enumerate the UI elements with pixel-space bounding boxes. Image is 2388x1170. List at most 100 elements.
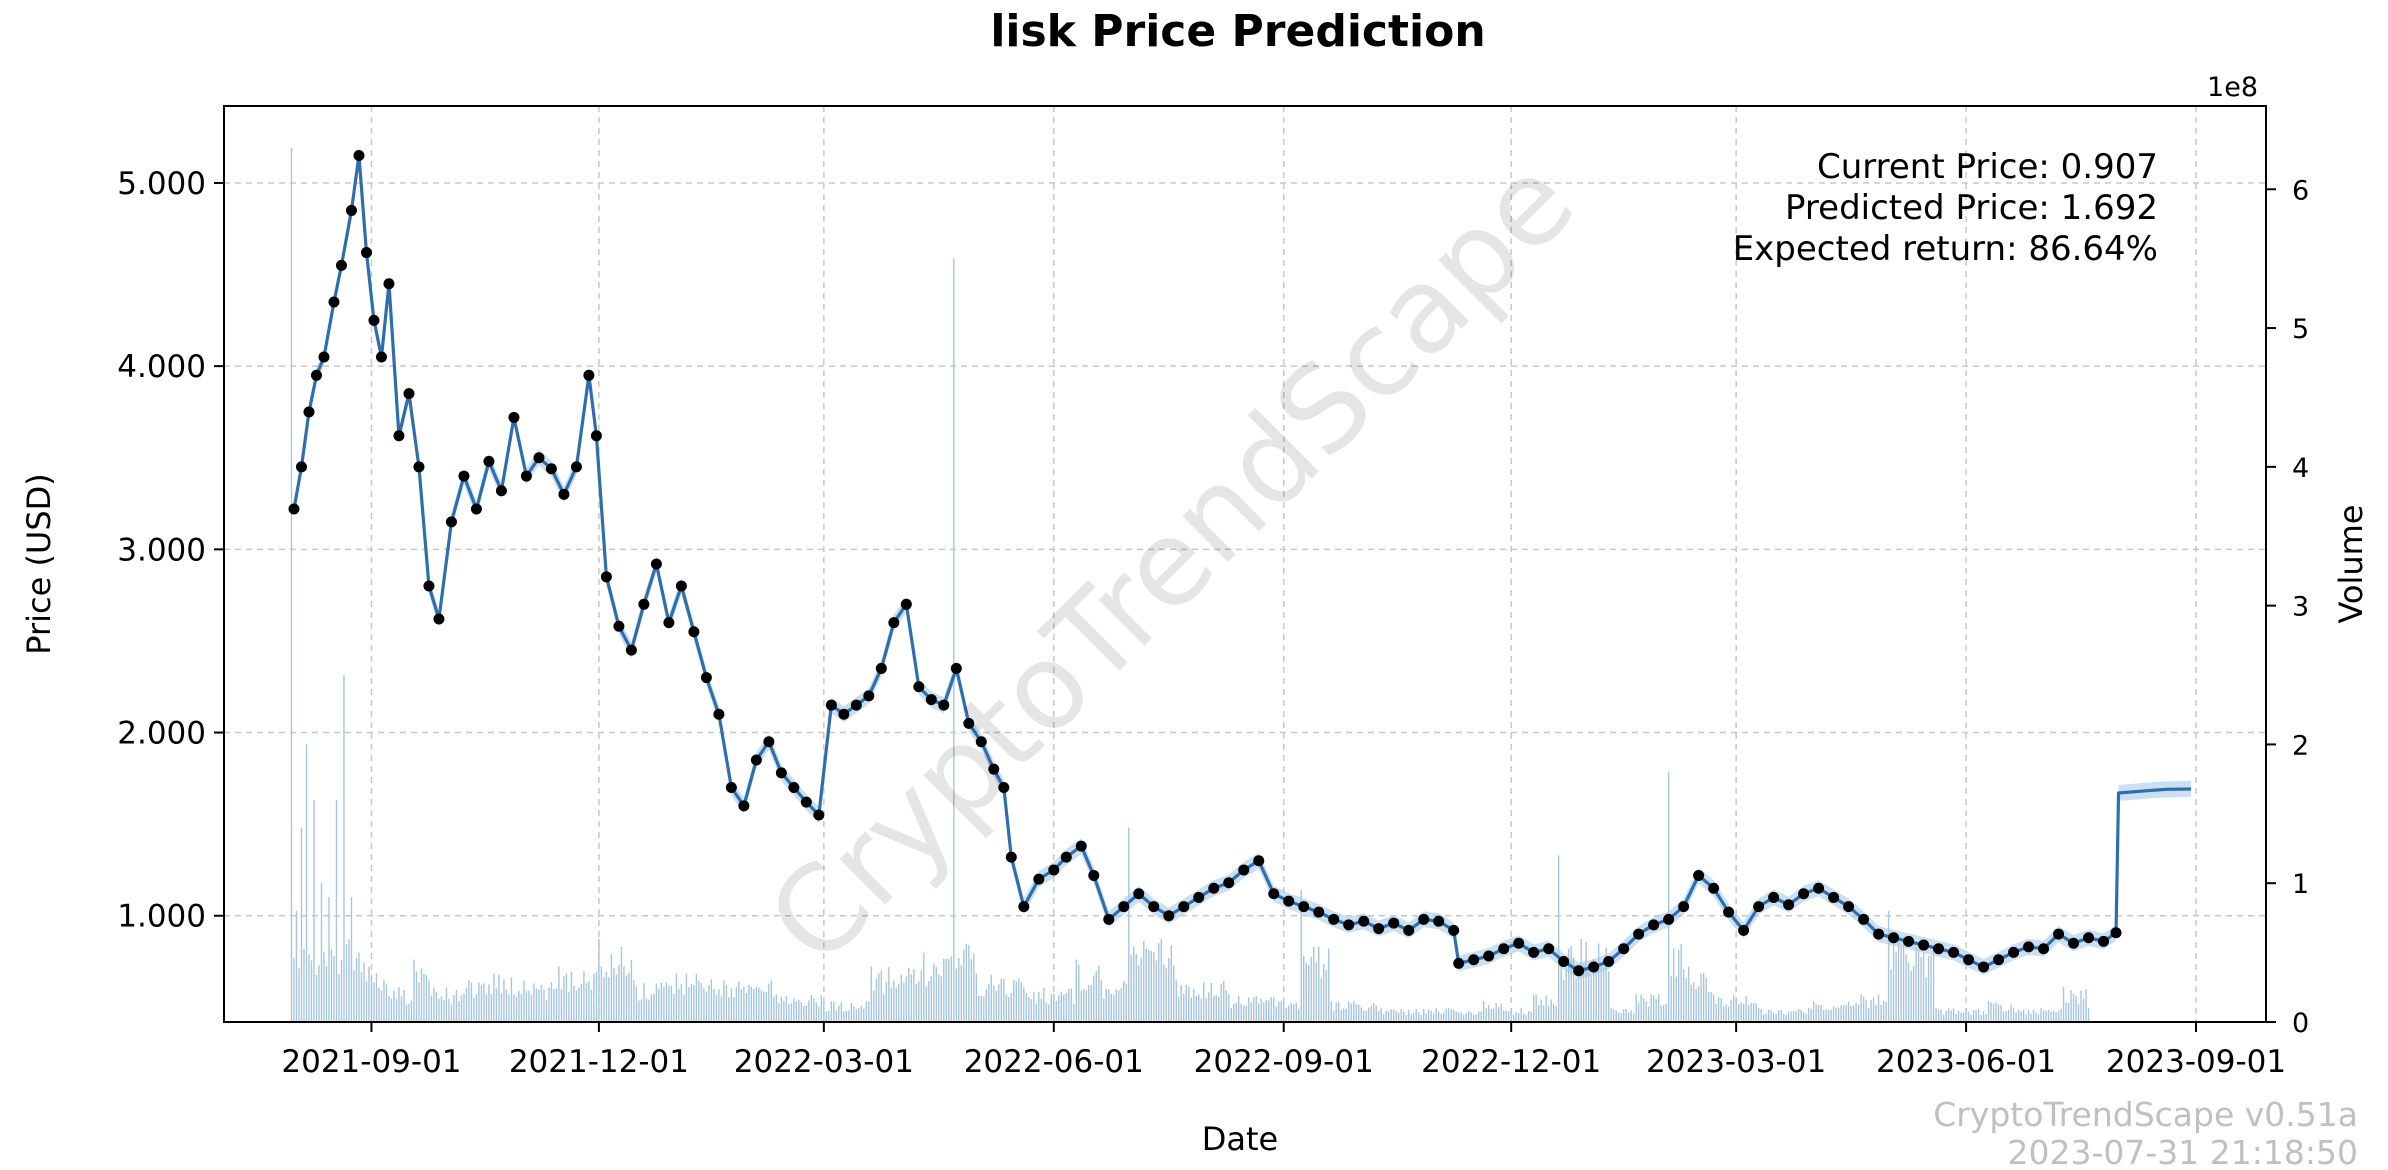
volume-bar: [1962, 1012, 1965, 1022]
volume-bar: [950, 956, 953, 1022]
price-point: [850, 699, 862, 711]
volume-bar: [1810, 1009, 1812, 1022]
volume-bar: [705, 992, 708, 1022]
volume-bar: [533, 983, 535, 1022]
volume-bar: [955, 968, 958, 1022]
volume-bar: [1065, 993, 1067, 1022]
volume-bar: [753, 988, 755, 1022]
price-point: [1088, 869, 1100, 881]
price-point: [1828, 891, 1840, 903]
volume-bar: [1597, 943, 1600, 1022]
price-point: [1678, 901, 1690, 913]
volume-bar: [670, 986, 673, 1022]
price-point: [638, 598, 650, 610]
volume-bar: [1173, 965, 1175, 1022]
volume-bar: [295, 910, 298, 1022]
price-point: [1075, 840, 1087, 852]
volume-bar: [435, 991, 438, 1022]
price-point: [1448, 924, 1460, 936]
volume-bar: [1907, 962, 1910, 1022]
price-point: [600, 571, 612, 583]
volume-bar: [1642, 998, 1645, 1022]
volume-bar: [1128, 827, 1130, 1022]
volume-bar: [1527, 1011, 1530, 1022]
volume-bar: [1932, 945, 1935, 1022]
volume-bar: [780, 997, 783, 1022]
volume-bar: [1055, 1000, 1057, 1022]
volume-bar: [2070, 990, 2072, 1022]
y-tick-label: 3.000: [117, 532, 206, 568]
volume-bar: [1692, 982, 1695, 1022]
volume-bar: [1388, 1011, 1390, 1022]
price-point: [1888, 932, 1900, 944]
volume-bar: [445, 987, 448, 1022]
volume-bar: [893, 980, 895, 1022]
volume-bar: [1018, 978, 1020, 1022]
volume-bar: [313, 799, 315, 1022]
volume-bar: [473, 997, 475, 1022]
volume-bar: [2052, 1010, 2055, 1022]
volume-bar: [2047, 1010, 2050, 1022]
volume-bar: [453, 995, 455, 1022]
volume-bar: [875, 978, 878, 1022]
volume-bar: [1158, 943, 1160, 1022]
volume-bar: [1185, 984, 1187, 1022]
volume-bar: [468, 980, 470, 1022]
volume-bar: [900, 974, 903, 1022]
volume-bar: [1682, 969, 1685, 1022]
price-point: [1268, 888, 1280, 900]
volume-bar: [315, 974, 318, 1022]
volume-bar: [1607, 971, 1610, 1022]
price-point: [1133, 888, 1145, 900]
volume-bar: [1168, 957, 1170, 1022]
volume-bar: [718, 989, 720, 1022]
volume-bar: [1727, 1006, 1730, 1022]
volume-bar: [340, 960, 343, 1022]
volume-bar: [1293, 1004, 1295, 1022]
volume-bar: [325, 966, 328, 1022]
price-point: [590, 430, 602, 442]
volume-bar: [1532, 994, 1535, 1022]
price-point: [913, 681, 925, 693]
volume-bar: [1278, 1001, 1280, 1022]
price-point: [2038, 943, 2050, 955]
volume-bar: [345, 944, 348, 1022]
volume-bar: [360, 972, 363, 1022]
watermark: CryptoTrendScape: [742, 132, 1601, 991]
volume-bar: [1313, 946, 1315, 1022]
volume-bar: [1657, 994, 1660, 1022]
y2-tick-label: 4: [2292, 453, 2309, 484]
volume-bar: [1003, 978, 1005, 1022]
price-point: [295, 461, 307, 473]
volume-bar: [1735, 1000, 1737, 1022]
volume-bar: [700, 982, 703, 1022]
volume-bar: [1123, 981, 1125, 1022]
volume-bar: [793, 998, 795, 1022]
volume-bar: [545, 1000, 548, 1022]
volume-bar: [1852, 1005, 1855, 1022]
volume-bar: [768, 983, 770, 1022]
volume-bar: [918, 981, 920, 1022]
volume-bar: [1430, 1010, 1432, 1022]
volume-bar: [1303, 955, 1305, 1022]
volume-bar: [1085, 990, 1087, 1022]
volume-bar: [695, 973, 698, 1022]
volume-bar: [1385, 1010, 1387, 1022]
volume-bar: [1145, 948, 1147, 1022]
volume-bar: [1927, 955, 1930, 1022]
volume-bar: [1477, 1011, 1480, 1022]
volume-bar: [2030, 1013, 2032, 1022]
price-point: [1588, 961, 1600, 973]
volume-bar: [1413, 1013, 1415, 1022]
volume-bar: [1238, 995, 1240, 1022]
price-point: [1708, 882, 1720, 894]
volume-bar: [1375, 1005, 1377, 1022]
price-point: [383, 278, 395, 290]
volume-bar: [1707, 992, 1710, 1022]
volume-bar: [573, 985, 575, 1022]
volume-bar: [398, 987, 400, 1022]
volume-bar: [1955, 1014, 1957, 1022]
volume-bar: [1193, 989, 1195, 1022]
volume-bar: [848, 1010, 850, 1022]
